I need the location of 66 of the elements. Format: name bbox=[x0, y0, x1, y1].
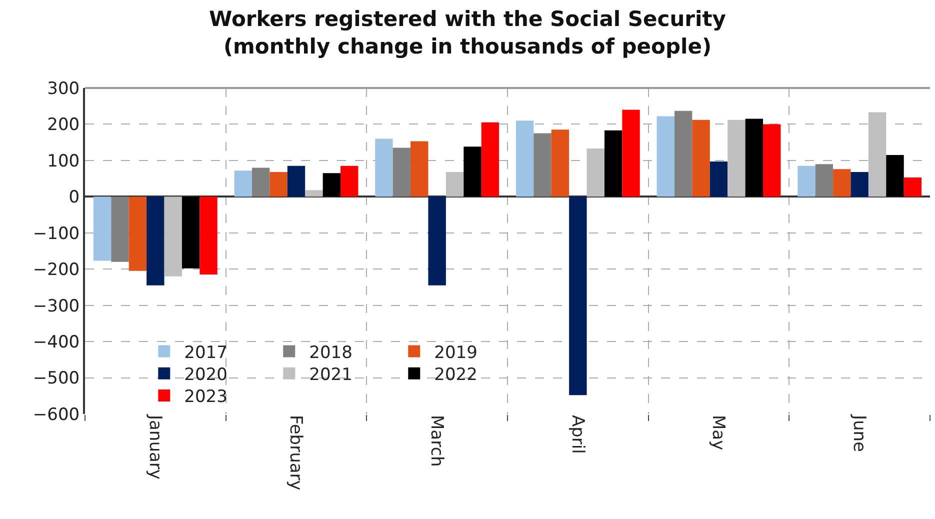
legend-label: 2018 bbox=[309, 342, 352, 363]
bar bbox=[534, 133, 552, 197]
bar bbox=[375, 138, 393, 197]
bar bbox=[710, 162, 728, 197]
bar bbox=[763, 124, 781, 197]
y-tick-label: 300 bbox=[47, 78, 80, 99]
bar bbox=[904, 177, 922, 197]
bar bbox=[622, 110, 640, 197]
y-tick-label: −500 bbox=[32, 368, 80, 389]
y-tick-label: −200 bbox=[32, 260, 80, 280]
x-tick-label: February bbox=[286, 415, 306, 490]
bar bbox=[234, 170, 252, 197]
bar bbox=[886, 155, 904, 197]
bar bbox=[182, 196, 200, 268]
bar bbox=[481, 122, 500, 197]
y-tick-label: 100 bbox=[47, 151, 80, 172]
bar bbox=[728, 120, 746, 197]
y-tick-label: −300 bbox=[32, 296, 80, 316]
y-tick-label: −100 bbox=[32, 224, 80, 244]
bar bbox=[692, 120, 710, 197]
bar bbox=[252, 168, 270, 197]
bar bbox=[164, 196, 182, 276]
x-tick-label: April bbox=[567, 415, 588, 454]
bar bbox=[656, 116, 674, 197]
bar bbox=[516, 120, 534, 197]
legend-label: 2023 bbox=[184, 387, 228, 408]
bar bbox=[586, 148, 604, 197]
bar bbox=[464, 146, 482, 197]
bar bbox=[128, 196, 147, 271]
y-tick-label: 0 bbox=[68, 188, 80, 208]
bar bbox=[674, 110, 692, 197]
bar bbox=[798, 166, 816, 197]
bar bbox=[392, 148, 411, 197]
bar bbox=[305, 190, 323, 197]
bar bbox=[446, 172, 464, 197]
y-tick-label: −600 bbox=[32, 404, 80, 425]
x-tick-label: January bbox=[144, 414, 165, 480]
bar bbox=[270, 172, 288, 197]
bar bbox=[200, 196, 218, 275]
legend-label: 2019 bbox=[434, 342, 478, 363]
bar bbox=[93, 196, 112, 261]
bar bbox=[745, 118, 764, 197]
bar bbox=[868, 112, 886, 197]
bar bbox=[604, 130, 622, 197]
bar bbox=[551, 130, 570, 197]
y-tick-label: 200 bbox=[47, 115, 80, 136]
x-tick-label: June bbox=[849, 414, 870, 452]
bar bbox=[146, 196, 164, 286]
x-tick-label: March bbox=[426, 415, 447, 467]
bar bbox=[815, 164, 834, 197]
bar bbox=[410, 141, 428, 197]
bar bbox=[287, 166, 306, 197]
legend-label: 2022 bbox=[434, 365, 478, 386]
y-tick-label: −400 bbox=[32, 332, 80, 353]
legend-label: 2021 bbox=[309, 365, 352, 386]
bar bbox=[111, 196, 129, 262]
bar bbox=[322, 173, 341, 197]
bar bbox=[428, 196, 446, 286]
bar bbox=[569, 196, 587, 396]
bar bbox=[340, 166, 358, 197]
legend-label: 2017 bbox=[184, 342, 228, 363]
chart-title: Workers registered with the Social Security (monthly change in thousands of people) bbox=[209, 6, 726, 58]
x-tick-label: May bbox=[708, 415, 728, 450]
bar bbox=[850, 172, 868, 197]
bar bbox=[833, 169, 851, 197]
legend-label: 2020 bbox=[184, 365, 228, 386]
